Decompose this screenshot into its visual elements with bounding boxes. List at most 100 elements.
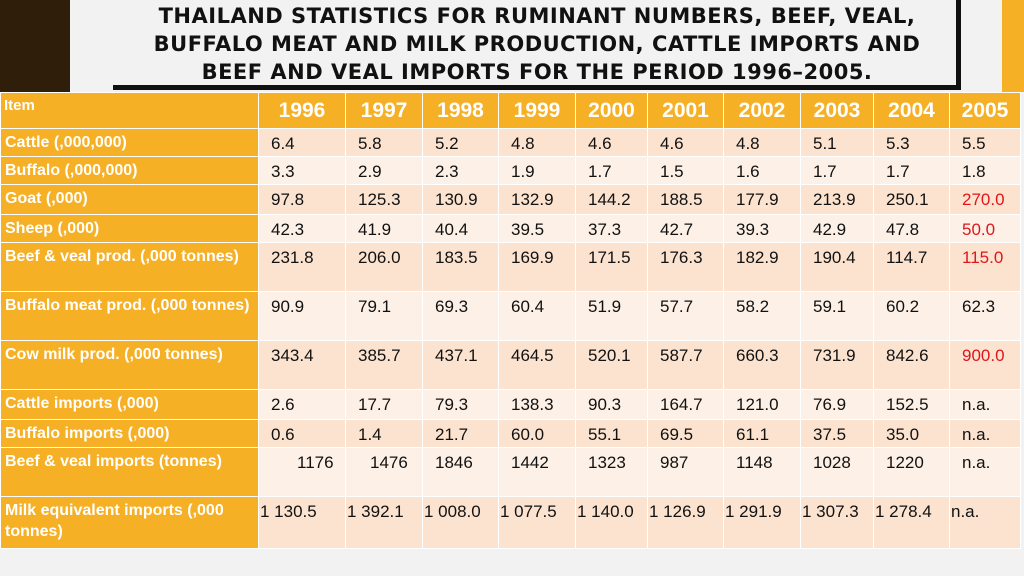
row-label: Buffalo (,000,000) (0, 156, 259, 185)
table-cell: 343.4 (258, 340, 346, 390)
table-cell: 90.3 (575, 389, 648, 420)
table-cell: 587.7 (647, 340, 724, 390)
table-row: Beef & veal prod. (,000 tonnes) 231.8 206.… (0, 242, 1021, 292)
title-box (113, 0, 961, 90)
table-cell: 115.0 (949, 242, 1021, 292)
row-label: Beef & veal prod. (,000 tonnes) (0, 242, 259, 292)
table-cell: 4.6 (575, 128, 648, 157)
table-cell: 5.8 (345, 128, 423, 157)
table-cell: 1.8 (949, 156, 1021, 185)
header-year: 1999 (498, 92, 576, 129)
row-label: Cattle (,000,000) (0, 128, 259, 157)
table-cell: 97.8 (258, 184, 346, 215)
table-cell: 60.2 (873, 291, 950, 341)
table-cell: 69.3 (422, 291, 499, 341)
table-cell: 51.9 (575, 291, 648, 341)
table-row: Beef & veal imports (tonnes) 1176 1476 1846… (0, 447, 1021, 497)
table-cell: 1846 (422, 447, 499, 497)
table-cell: 61.1 (723, 419, 801, 448)
table-row: Sheep (,000) 42.3 41.9 40.4 39.5 37.3 42.7 39.3… (0, 214, 1021, 243)
table-cell: 1.9 (498, 156, 576, 185)
table-cell: 171.5 (575, 242, 648, 292)
table-cell: 1 307.3 (800, 496, 874, 549)
table-cell: 144.2 (575, 184, 648, 215)
table-cell: 130.9 (422, 184, 499, 215)
table-cell: 152.5 (873, 389, 950, 420)
table-cell: 69.5 (647, 419, 724, 448)
table-cell: 213.9 (800, 184, 874, 215)
table-cell: 4.8 (723, 128, 801, 157)
table-cell: 42.9 (800, 214, 874, 243)
table-row: Buffalo imports (,000) 0.6 1.4 21.7 60.0 55.1… (0, 419, 1021, 448)
table-cell: 1.6 (723, 156, 801, 185)
header-year: 2002 (723, 92, 801, 129)
table-cell: 169.9 (498, 242, 576, 292)
table-cell: 385.7 (345, 340, 423, 390)
table-cell: 90.9 (258, 291, 346, 341)
table-cell: 5.2 (422, 128, 499, 157)
table-cell: 1.7 (800, 156, 874, 185)
table-cell: 183.5 (422, 242, 499, 292)
header-year: 2003 (800, 92, 874, 129)
table-cell: n.a. (949, 447, 1021, 497)
table-cell: n.a. (949, 389, 1021, 420)
table-cell: 6.4 (258, 128, 346, 157)
header-item: Item (0, 92, 259, 129)
table-cell: 17.7 (345, 389, 423, 420)
table-cell: 250.1 (873, 184, 950, 215)
table-cell: 1 126.9 (647, 496, 724, 549)
table-cell: 987 (647, 447, 724, 497)
table-cell: 1148 (723, 447, 801, 497)
table-cell: 121.0 (723, 389, 801, 420)
slide-title: THAILAND STATISTICS FOR RUMINANT NUMBERS… (153, 4, 921, 84)
table-cell: 62.3 (949, 291, 1021, 341)
table-cell: 5.1 (800, 128, 874, 157)
table-cell: 231.8 (258, 242, 346, 292)
table-cell: 270.0 (949, 184, 1021, 215)
table-cell: 41.9 (345, 214, 423, 243)
table-cell: 731.9 (800, 340, 874, 390)
table-cell: 1.4 (345, 419, 423, 448)
table-cell: 190.4 (800, 242, 874, 292)
table-cell: 1.5 (647, 156, 724, 185)
table-row: Cow milk prod. (,000 tonnes) 343.4 385.7 43… (0, 340, 1021, 390)
table-cell: 58.2 (723, 291, 801, 341)
table-cell: 1 130.5 (258, 496, 346, 549)
table-cell: 1220 (873, 447, 950, 497)
table-cell: 4.6 (647, 128, 724, 157)
table-cell: 37.3 (575, 214, 648, 243)
header-year: 1998 (422, 92, 499, 129)
table-cell: 39.5 (498, 214, 576, 243)
table-cell: 1 392.1 (345, 496, 423, 549)
table-cell: 900.0 (949, 340, 1021, 390)
table-cell: 2.9 (345, 156, 423, 185)
table-cell: 79.1 (345, 291, 423, 341)
row-label: Cattle imports (,000) (0, 389, 259, 420)
table-cell: 1442 (498, 447, 576, 497)
table-cell: 42.3 (258, 214, 346, 243)
table-cell: 464.5 (498, 340, 576, 390)
row-label: Sheep (,000) (0, 214, 259, 243)
table-cell: 1323 (575, 447, 648, 497)
table-row: Cattle (,000,000) 6.4 5.8 5.2 4.8 4.6 4.6 4.8 5.… (0, 128, 1021, 157)
row-label: Goat (,000) (0, 184, 259, 215)
table-cell: 60.0 (498, 419, 576, 448)
table-cell: 660.3 (723, 340, 801, 390)
row-label: Milk equivalent imports (,000 tonnes) (0, 496, 259, 549)
row-label: Buffalo imports (,000) (0, 419, 259, 448)
table-cell: 5.5 (949, 128, 1021, 157)
table-cell: 1028 (800, 447, 874, 497)
header-year: 2005 (949, 92, 1021, 129)
table-cell: 1 291.9 (723, 496, 801, 549)
table-row: Buffalo meat prod. (,000 tonnes) 90.9 79.1… (0, 291, 1021, 341)
table-cell: 35.0 (873, 419, 950, 448)
statistics-table: Item 1996 1997 1998 1999 2000 2001 2002 2003 2004… (0, 92, 1021, 549)
table-cell: 520.1 (575, 340, 648, 390)
table-cell: 55.1 (575, 419, 648, 448)
table-cell: 1176 (258, 447, 346, 497)
header-year: 2004 (873, 92, 950, 129)
table-row: Buffalo (,000,000) 3.3 2.9 2.3 1.9 1.7 1.5 1.6 1… (0, 156, 1021, 185)
table-cell: 21.7 (422, 419, 499, 448)
table-cell: 437.1 (422, 340, 499, 390)
table-cell: 114.7 (873, 242, 950, 292)
